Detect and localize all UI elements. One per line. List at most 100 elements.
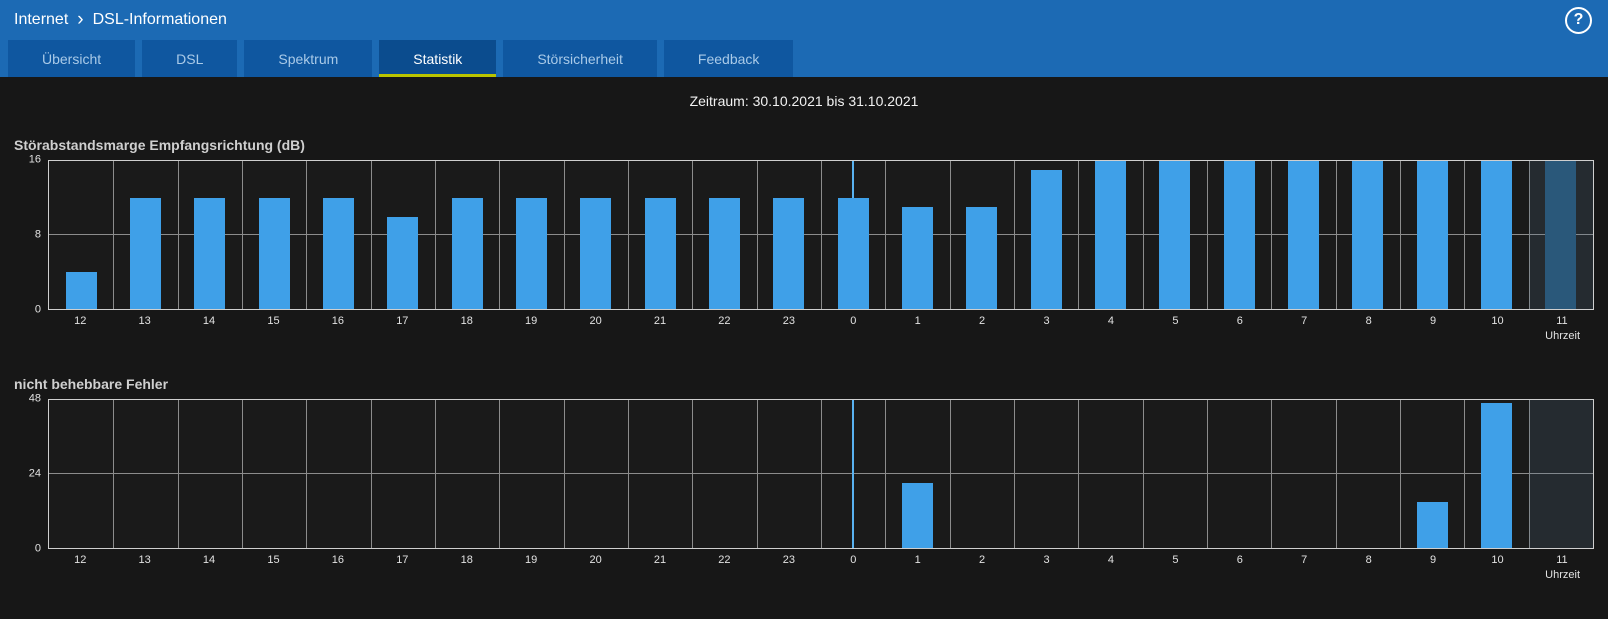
vertical-gridline [499,400,501,548]
x-tick-label: 7 [1301,554,1308,566]
bar [323,198,354,309]
x-tick-label: 9 [1430,554,1437,566]
x-tick-label: 20 [589,554,602,566]
x-tick-label: 21 [653,554,667,566]
x-tick-label: 4 [1107,554,1115,566]
x-tick-label: 9 [1430,315,1437,327]
vertical-gridline [1271,161,1273,309]
x-tick-label: 11 [1556,315,1568,327]
x-tick-label: 13 [138,554,151,566]
content: Zeitraum: 30.10.2021 bis 31.10.2021 Stör… [0,77,1608,581]
x-axis-unit: Uhrzeit [1545,569,1580,581]
bar [1352,161,1384,309]
vertical-gridline [1142,161,1144,309]
vertical-gridline [1207,161,1208,309]
bar [1288,161,1319,309]
vertical-gridline [821,161,822,309]
vertical-gridline [885,400,887,548]
tab-storsicherheit[interactable]: Störsicherheit [503,40,657,77]
vertical-gridline [628,400,629,548]
vertical-gridline [1014,161,1015,309]
x-tick-label: 2 [979,554,986,566]
bar [966,207,998,309]
y-tick-label: 0 [34,303,41,316]
bar [1416,501,1448,548]
vertical-gridline [242,161,243,309]
x-tick-label: 15 [267,315,280,327]
tab-spektrum[interactable]: Spektrum [244,40,373,77]
x-tick-label: 22 [718,554,731,566]
vertical-gridline [756,161,758,309]
x-tick-label: 16 [331,554,345,566]
x-tick-label: 6 [1236,554,1243,566]
vertical-gridline [113,400,115,548]
vertical-gridline [177,400,179,548]
vertical-gridline [1464,400,1466,548]
tab-bar: Übersicht DSL Spektrum Statistik Störsicherh… [0,40,1608,77]
x-tick-label: 0 [850,315,857,327]
bar [580,198,612,309]
x-tick-label: 12 [74,315,87,327]
y-axis-labels: 0 24 48 [14,393,48,554]
bar [1095,161,1126,309]
vertical-gridline [306,400,308,548]
period-label: Zeitraum: 30.10.2021 bis 31.10.2021 [689,93,919,109]
plot-area [48,160,1594,310]
vertical-gridline [242,400,243,548]
bar [837,198,869,309]
tab-ubersicht[interactable]: Übersicht [8,40,136,77]
x-tick-label: 16 [331,315,345,327]
breadcrumb-section[interactable]: Internet [14,11,69,28]
vertical-gridline [1464,161,1466,309]
vertical-gridline [1078,161,1080,309]
bar [1545,161,1577,309]
vertical-gridline [563,161,565,309]
x-tick-label: 8 [1365,554,1372,566]
y-axis-labels: 0 8 16 [14,154,48,315]
x-tick-label: 12 [74,554,87,566]
x-tick-label: 18 [460,315,473,327]
vertical-gridline [370,161,372,309]
x-tick-label: 6 [1236,315,1243,327]
x-tick-label: 7 [1301,315,1308,327]
bar [451,198,483,309]
x-tick-label: 21 [653,315,667,327]
vertical-gridline [113,161,115,309]
breadcrumb: Internet › DSL-Informationen [14,10,227,30]
vertical-gridline [306,161,308,309]
x-tick-label: 5 [1172,554,1179,566]
current-hour-overlay [1528,400,1593,548]
plot-area [48,399,1594,549]
x-tick-label: 15 [267,554,280,566]
bar [1030,170,1062,309]
vertical-gridline [1335,400,1337,548]
help-button[interactable]: ? [1565,6,1592,34]
vertical-gridline [756,400,758,548]
x-tick-label: 3 [1043,554,1050,566]
vertical-gridline [1400,400,1401,548]
chart-title: nicht behebbare Fehler [14,376,169,392]
vertical-gridline [499,161,501,309]
x-tick-label: 8 [1365,315,1372,327]
tab-statistik[interactable]: Statistik [379,40,497,77]
vertical-gridline [628,161,629,309]
vertical-gridline [370,400,372,548]
x-tick-label: 17 [396,315,409,327]
x-tick-label: 4 [1107,315,1115,327]
vertical-gridline [177,161,179,309]
breadcrumb-page: DSL-Informationen [92,11,227,28]
bar [516,198,547,309]
x-tick-label: 14 [202,554,216,566]
vertical-gridline [949,161,951,309]
vertical-gridline [1528,161,1530,309]
vertical-gridline [1142,400,1144,548]
vertical-gridline [1400,161,1401,309]
tab-feedback[interactable]: Feedback [663,40,794,77]
x-tick-label: 19 [525,315,538,327]
header: Internet › DSL-Informationen ? [0,0,1608,40]
x-tick-label: 11 [1556,554,1568,566]
x-tick-label: 3 [1043,315,1050,327]
tab-dsl[interactable]: DSL [142,40,238,77]
x-tick-label: 2 [979,315,986,327]
bar [387,216,419,309]
